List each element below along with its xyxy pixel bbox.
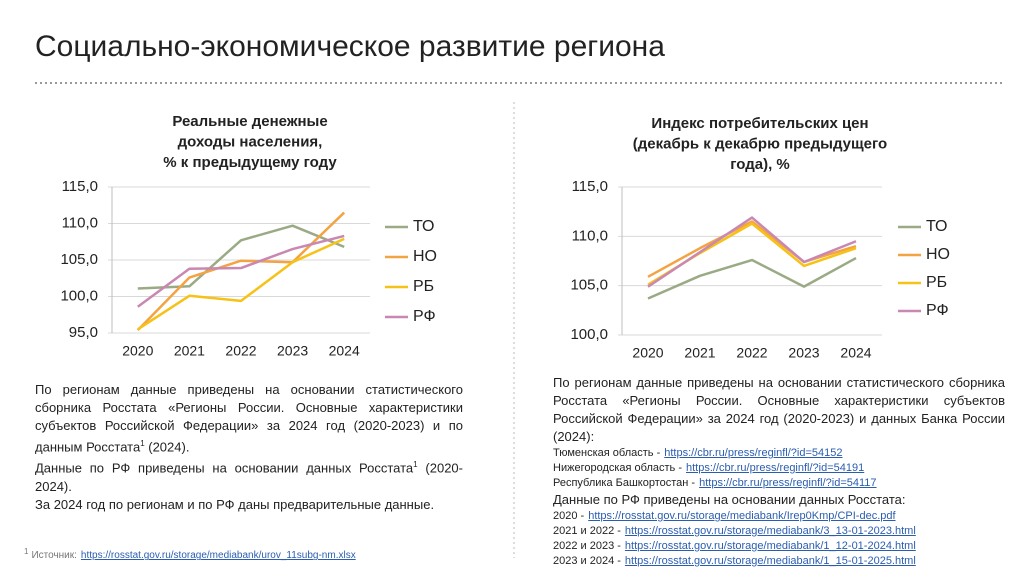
text: (2020-2024). <box>35 460 463 494</box>
link[interactable]: https://rosstat.gov.ru/storage/mediabank… <box>624 555 916 567</box>
footnote-mark: 1 <box>413 460 418 470</box>
series-line <box>647 220 857 278</box>
text: По регионам данные приведены на основани… <box>35 382 463 455</box>
right-notes: По регионам данные приведены на основани… <box>553 374 1005 569</box>
y-tick-label: 95,0 <box>69 324 98 341</box>
left-notes: По регионам данные приведены на основани… <box>35 381 463 514</box>
paragraph: За 2024 год по регионам и по РФ даны пре… <box>35 496 463 514</box>
legend-label: НО <box>413 248 437 265</box>
y-tick-label: 105,0 <box>570 277 608 294</box>
source-label: 2022 и 2023 - <box>553 540 621 552</box>
chart-title: Индекс потребительских цен <box>651 115 868 132</box>
legend-label: РБ <box>926 274 947 291</box>
link[interactable]: https://cbr.ru/press/reginfl/?id=54191 <box>686 462 865 474</box>
source-label: 2023 и 2024 - <box>553 555 621 567</box>
source-label: 2021 и 2022 - <box>553 525 621 537</box>
link[interactable]: https://cbr.ru/press/reginfl/?id=54117 <box>699 477 877 489</box>
link[interactable]: https://rosstat.gov.ru/storage/mediabank… <box>624 540 916 552</box>
paragraph: По регионам данные приведены на основани… <box>35 381 463 456</box>
text: Данные по РФ приведены на основании данн… <box>35 460 414 476</box>
series-line <box>137 224 345 290</box>
x-tick-label: 2023 <box>788 345 819 361</box>
legend-label: НО <box>926 246 950 263</box>
link[interactable]: https://rosstat.gov.ru/storage/mediabank… <box>588 510 896 522</box>
source-line: Тюменская область - https://cbr.ru/press/… <box>553 446 1005 461</box>
source-label: 2020 - <box>553 510 585 522</box>
chart-title: года), % <box>730 156 790 173</box>
source-line: Республика Башкортостан - https://cbr.ru/… <box>553 476 1005 491</box>
x-tick-label: 2020 <box>122 343 153 359</box>
chart-title: (декабрь к декабрю предыдущего <box>633 135 887 152</box>
chart-title: % к предыдущему году <box>163 154 337 171</box>
chart-title: Реальные денежные <box>172 113 327 130</box>
y-tick-label: 110,0 <box>572 227 608 244</box>
legend-label: ТО <box>413 218 435 235</box>
link[interactable]: https://cbr.ru/press/reginfl/?id=54152 <box>664 447 843 459</box>
y-tick-label: 115,0 <box>572 178 608 195</box>
y-tick-label: 100,0 <box>570 326 608 343</box>
y-tick-label: 100,0 <box>60 287 98 304</box>
source-line: 2023 и 2024 - https://rosstat.gov.ru/stor… <box>553 554 1005 569</box>
footnote-mark: 1 <box>140 439 145 448</box>
series-line <box>647 216 857 288</box>
footnote: 1 Источник: https://rosstat.gov.ru/storage… <box>24 543 356 565</box>
legend-label: РФ <box>413 308 436 325</box>
source-label: Тюменская область - <box>553 447 661 459</box>
paragraph: Данные по РФ приведены на основании данн… <box>35 456 463 495</box>
legend-label: РБ <box>413 278 434 295</box>
slide-title: Социально-экономическое развитие региона <box>35 30 665 63</box>
text: За 2024 год по регионам и по РФ даны пре… <box>35 496 435 512</box>
x-tick-label: 2024 <box>329 343 360 359</box>
legend-label: ТО <box>926 218 948 235</box>
series-line <box>136 211 346 331</box>
paragraph: По регионам данные приведены на основани… <box>553 375 1005 444</box>
source-line: 2020 - https://rosstat.gov.ru/storage/med… <box>553 509 1005 524</box>
x-tick-label: 2023 <box>277 343 308 359</box>
x-tick-label: 2022 <box>225 343 256 359</box>
x-tick-label: 2020 <box>632 345 663 361</box>
x-tick-label: 2022 <box>736 345 767 361</box>
source-line: 2022 и 2023 - https://rosstat.gov.ru/stor… <box>553 539 1005 554</box>
source-label: Республика Башкортостан - <box>553 477 696 489</box>
link[interactable]: https://rosstat.gov.ru/storage/mediabank… <box>80 550 356 562</box>
legend-label: РФ <box>926 302 949 319</box>
x-tick-label: 2021 <box>684 345 715 361</box>
y-tick-label: 115,0 <box>62 178 98 195</box>
footnote-mark: 1 <box>24 547 29 556</box>
x-tick-label: 2021 <box>174 343 205 359</box>
source-label: Нижегородская область - <box>553 462 682 474</box>
text: (2024). <box>144 439 190 455</box>
link[interactable]: https://rosstat.gov.ru/storage/mediabank… <box>624 525 916 537</box>
x-tick-label: 2024 <box>840 345 871 361</box>
series-line <box>647 256 857 300</box>
series-line <box>137 234 345 308</box>
chart-title: доходы населения, <box>178 133 323 150</box>
series-line <box>137 237 345 331</box>
y-tick-label: 110,0 <box>62 214 98 231</box>
paragraph: Данные по РФ приведены на основании данн… <box>553 492 906 507</box>
y-tick-label: 105,0 <box>60 251 98 268</box>
text: Источник: <box>31 550 77 562</box>
source-line: Нижегородская область - https://cbr.ru/pr… <box>553 461 1005 476</box>
source-line: 2021 и 2022 - https://rosstat.gov.ru/stor… <box>553 524 1005 539</box>
